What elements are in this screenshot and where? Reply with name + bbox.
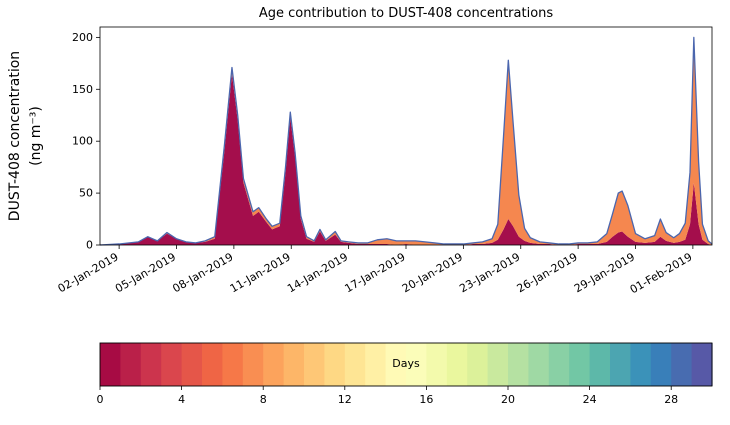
colorbar-segment bbox=[222, 343, 244, 386]
colorbar-segment bbox=[406, 343, 427, 386]
colorbar-segment bbox=[671, 343, 693, 386]
y-tick-label: 100 bbox=[72, 135, 93, 148]
colorbar-tick-label: 20 bbox=[501, 393, 515, 406]
area-series-1 bbox=[100, 37, 712, 245]
colorbar-segment bbox=[528, 343, 550, 386]
colorbar-segment bbox=[344, 343, 366, 386]
colorbar-segment bbox=[630, 343, 652, 386]
colorbar-tick-label: 24 bbox=[583, 393, 597, 406]
x-tick-label: 17-Jan-2019 bbox=[343, 250, 408, 295]
colorbar-segment bbox=[202, 343, 223, 386]
x-tick-label: 11-Jan-2019 bbox=[228, 250, 293, 295]
colorbar-frame bbox=[99, 342, 713, 387]
colorbar-segment bbox=[263, 343, 285, 386]
x-tick-label: 29-Jan-2019 bbox=[572, 250, 637, 295]
colorbar-segment bbox=[569, 343, 591, 386]
y-tick-label: 0 bbox=[86, 239, 93, 252]
colorbar-segment bbox=[304, 343, 325, 386]
colorbar-segment bbox=[181, 343, 203, 386]
colorbar-segment bbox=[548, 343, 570, 386]
colorbar-segment bbox=[324, 343, 346, 386]
colorbar-segment bbox=[446, 343, 468, 386]
colorbar-segment bbox=[120, 343, 142, 386]
x-tick-label: 01-Feb-2019 bbox=[628, 250, 695, 296]
x-tick-label: 23-Jan-2019 bbox=[457, 250, 522, 295]
colorbar-segment bbox=[508, 343, 529, 386]
colorbar-segment bbox=[589, 343, 611, 386]
total-outline bbox=[99, 36, 713, 246]
x-tick-label: 26-Jan-2019 bbox=[515, 250, 580, 295]
x-tick-label: 20-Jan-2019 bbox=[400, 250, 465, 295]
colorbar-segment bbox=[161, 343, 183, 386]
colorbar-segment bbox=[487, 343, 509, 386]
x-tick-label: 02-Jan-2019 bbox=[56, 250, 121, 295]
colorbar-segment bbox=[365, 343, 387, 386]
colorbar-tick-label: 0 bbox=[97, 393, 104, 406]
colorbar-segment bbox=[650, 343, 672, 386]
colorbar-segment bbox=[467, 343, 489, 386]
y-tick-label: 200 bbox=[72, 31, 93, 44]
colorbar-segment bbox=[242, 343, 264, 386]
colorbar-segment bbox=[100, 343, 121, 386]
y-tick-label: 50 bbox=[79, 187, 93, 200]
colorbar-tick-label: 8 bbox=[260, 393, 267, 406]
x-tick-label: 05-Jan-2019 bbox=[113, 250, 178, 295]
y-tick-label: 150 bbox=[72, 83, 93, 96]
colorbar-segment bbox=[426, 343, 448, 386]
colorbar-tick-label: 28 bbox=[664, 393, 678, 406]
x-tick-label: 14-Jan-2019 bbox=[285, 250, 350, 295]
colorbar-segment bbox=[691, 343, 713, 386]
x-tick-label: 08-Jan-2019 bbox=[170, 250, 235, 295]
colorbar-segment bbox=[385, 343, 407, 386]
colorbar-tick-label: 16 bbox=[419, 393, 433, 406]
colorbar-segment bbox=[283, 343, 305, 386]
colorbar-segment bbox=[610, 343, 631, 386]
colorbar-segment bbox=[140, 343, 162, 386]
colorbar-tick-label: 12 bbox=[338, 393, 352, 406]
colorbar-tick-label: 4 bbox=[178, 393, 185, 406]
